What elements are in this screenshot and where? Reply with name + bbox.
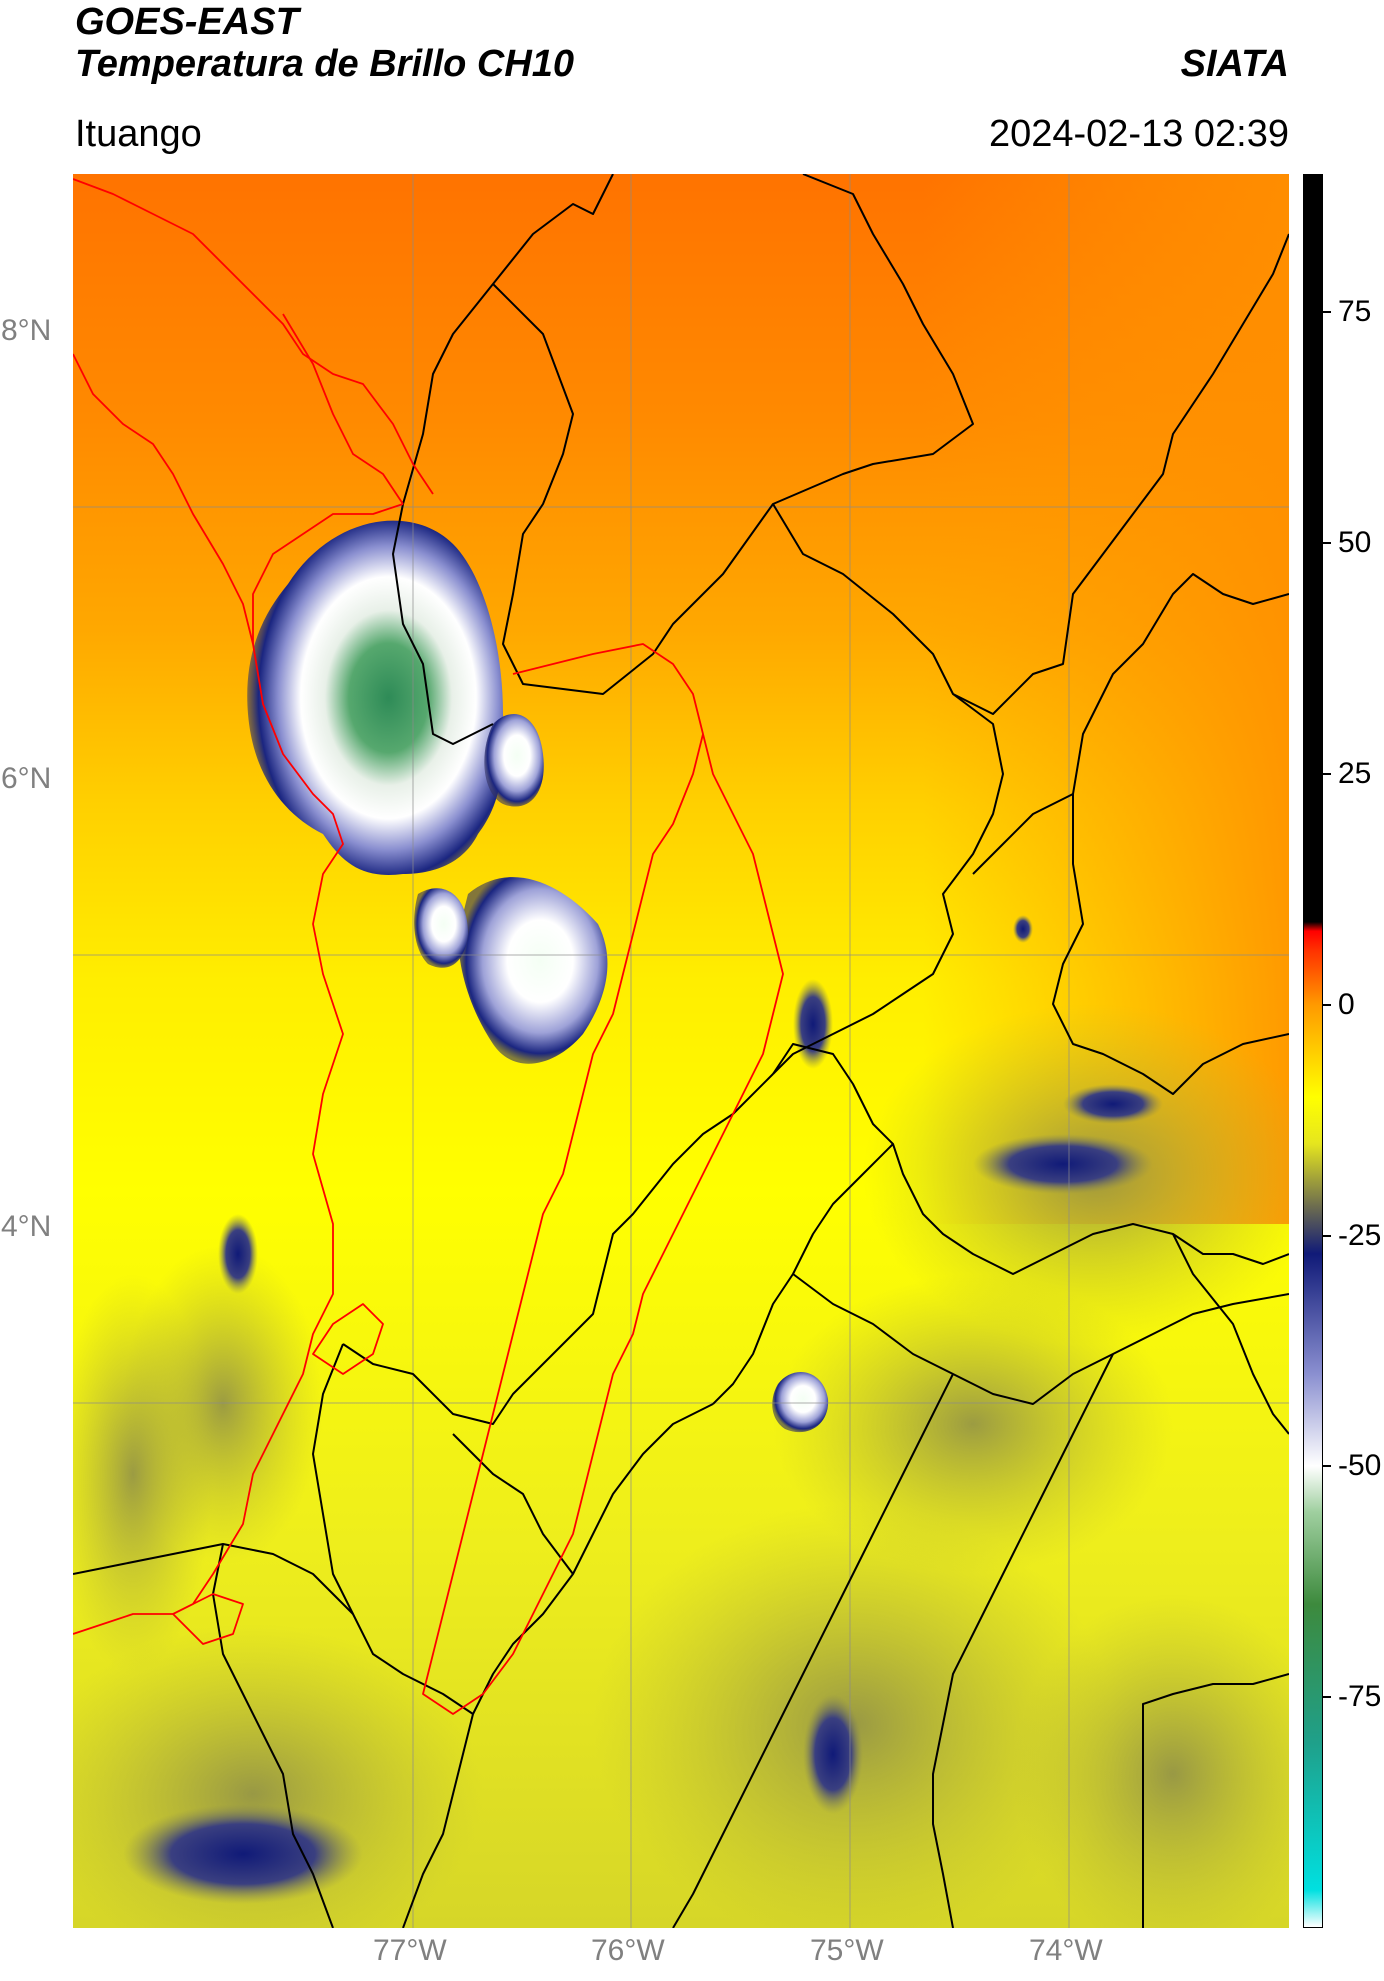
lat-label-4n: 4°N [1,1210,52,1243]
lon-label-75w: 75°W [810,1934,884,1967]
colorbar [1303,174,1323,1928]
lat-label-6n: 6°N [1,762,52,795]
colorbar-tick [1323,1234,1331,1237]
colorbar-tick [1323,1696,1331,1699]
colorbar-tick [1323,773,1331,776]
colorbar-tick-label: 75 [1338,295,1372,329]
colorbar-tick-label: 50 [1338,526,1372,560]
colorbar-tick [1323,1003,1331,1006]
colorbar-tick-label: -50 [1338,1449,1382,1483]
colorbar-tick [1323,311,1331,314]
colorbar-tick-label: 25 [1338,757,1372,791]
lon-label-76w: 76°W [591,1934,665,1967]
location-label: Ituango [75,113,202,155]
colorbar-tick [1323,542,1331,545]
colorbar-tick-label: -25 [1338,1218,1382,1252]
lat-label-8n: 8°N [1,314,52,347]
colorbar-tick-label: 0 [1338,987,1355,1021]
product-title: Temperatura de Brillo CH10 [75,43,575,85]
lon-label-74w: 74°W [1029,1934,1103,1967]
satellite-title: GOES-EAST [75,1,299,43]
colorbar-tick-label: -75 [1338,1680,1382,1714]
organization-label: SIATA [1180,43,1289,85]
datetime-label: 2024-02-13 02:39 [988,113,1289,155]
satellite-map [73,174,1289,1928]
lon-label-77w: 77°W [373,1934,447,1967]
colorbar-tick [1323,1465,1331,1468]
